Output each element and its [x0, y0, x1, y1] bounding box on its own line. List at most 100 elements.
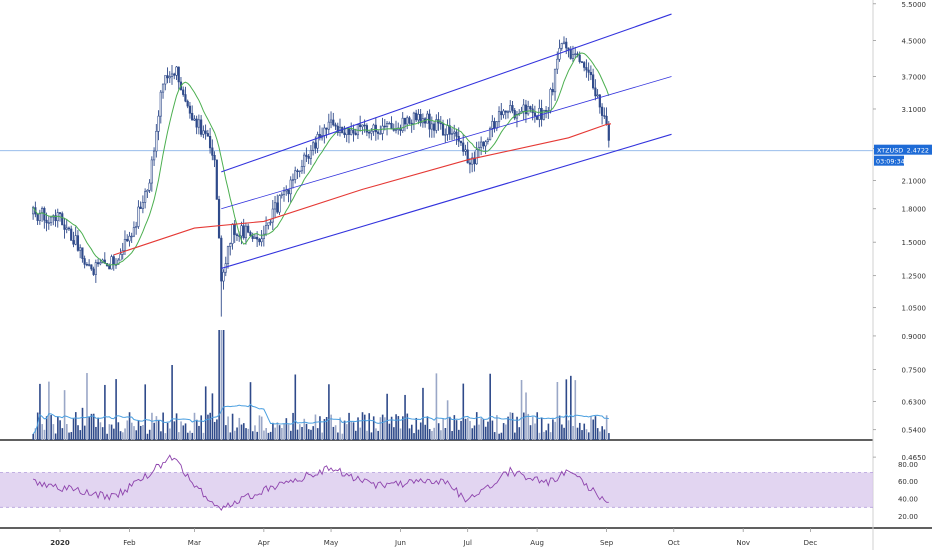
candle-body: [327, 121, 330, 130]
volume-bar: [153, 422, 155, 440]
candle-body: [529, 106, 532, 110]
rsi-pane: [0, 454, 873, 511]
volume-bar: [505, 424, 507, 440]
candle-body: [527, 106, 530, 115]
candle-body: [468, 162, 472, 165]
candle-body: [385, 123, 389, 127]
volume-bar: [478, 424, 480, 440]
candle-body: [159, 91, 162, 117]
volume-bar: [50, 415, 52, 440]
candle-body: [47, 222, 50, 224]
volume-bar: [549, 432, 552, 440]
candle-body: [226, 246, 230, 264]
candle-body: [294, 170, 297, 180]
candle-body: [148, 182, 151, 191]
volume-bar: [444, 427, 447, 440]
volume-bar: [119, 431, 122, 440]
candle-body: [482, 141, 485, 147]
volume-bar: [292, 412, 294, 440]
time-tick-label: Apr: [258, 539, 270, 547]
channel-middle-line: [221, 76, 672, 210]
volume-bar: [39, 383, 41, 440]
volume-bar: [115, 379, 117, 440]
candle-body: [309, 150, 312, 159]
candle-body: [231, 223, 234, 244]
volume-bar: [316, 428, 319, 440]
candle-body: [361, 124, 364, 128]
price-tick-label: 1.0500: [902, 305, 927, 313]
candle-body: [540, 108, 543, 120]
candle-body: [475, 149, 478, 165]
rsi-tick-label: 20.00: [898, 513, 918, 521]
volume-bar: [254, 425, 256, 440]
candle-body: [334, 124, 337, 127]
volume-bar: [534, 423, 536, 440]
volume-bar: [574, 380, 577, 440]
candle-body: [85, 264, 88, 266]
rsi-band: [0, 472, 873, 508]
volume-bar: [200, 415, 203, 440]
time-tick-label: Sep: [600, 539, 614, 547]
volume-bar: [377, 430, 379, 440]
time-axis[interactable]: 2020 Feb Mar Apr May Jun Jul Aug Sep Oct Nov Dec: [50, 528, 817, 547]
candle-body: [137, 206, 140, 227]
price-tick-label: 1.8000: [902, 206, 927, 214]
price-axis[interactable]: 11.00009.50008.00006.50005.50004.50003.7…: [873, 0, 926, 521]
volume-bar: [113, 428, 115, 440]
volume-bar: [213, 421, 216, 440]
volume-bar: [323, 419, 326, 440]
candle-body: [580, 61, 584, 63]
volume-bar: [287, 424, 290, 440]
volume-bar: [106, 433, 108, 440]
volume-bar: [605, 415, 608, 440]
candle-body: [273, 202, 277, 210]
volume-bar: [90, 413, 93, 440]
volume-bar: [202, 432, 205, 440]
candle-body: [430, 123, 433, 130]
candle-body: [271, 208, 274, 223]
volume-bar: [122, 432, 124, 440]
candle-body: [480, 141, 483, 148]
volume-bar: [368, 413, 371, 440]
candle-body: [215, 159, 218, 200]
volume-bar: [52, 424, 55, 440]
volume-bar: [204, 386, 207, 440]
volume-bar: [229, 432, 232, 440]
candle-body: [376, 131, 380, 134]
candle-body: [522, 104, 525, 112]
candle-body: [336, 125, 339, 133]
volume-bar: [238, 417, 241, 440]
volume-bar: [469, 420, 471, 440]
volume-bar: [433, 427, 435, 440]
candle-body: [352, 129, 355, 134]
candle-body: [343, 132, 346, 136]
volume-bar: [283, 423, 285, 440]
candle-body: [112, 256, 115, 265]
volume-bar: [144, 384, 147, 440]
time-tick-label: Dec: [804, 539, 818, 547]
volume-bar: [242, 423, 245, 440]
candle-body: [329, 119, 333, 123]
candle-body: [144, 191, 147, 203]
volume-bar: [594, 416, 597, 440]
volume-bar: [359, 427, 362, 440]
volume-bar: [529, 425, 532, 440]
candle-body: [130, 235, 133, 238]
candle-body: [332, 119, 335, 126]
volume-bar: [34, 428, 37, 440]
candle-body: [439, 122, 442, 125]
volume-bar: [516, 416, 518, 440]
candle-body: [495, 121, 498, 129]
volume-bar: [482, 419, 485, 440]
volume-bar: [173, 421, 176, 440]
candle-body: [556, 58, 559, 70]
candle-body: [408, 117, 411, 124]
candle-body: [410, 122, 413, 125]
candle-body: [76, 235, 80, 251]
volume-bar: [36, 412, 39, 440]
volume-bar: [480, 418, 483, 440]
volume-bar: [397, 416, 400, 440]
last-price-tag-value: 2.4722: [907, 147, 929, 155]
time-tick-label: Feb: [123, 539, 136, 547]
